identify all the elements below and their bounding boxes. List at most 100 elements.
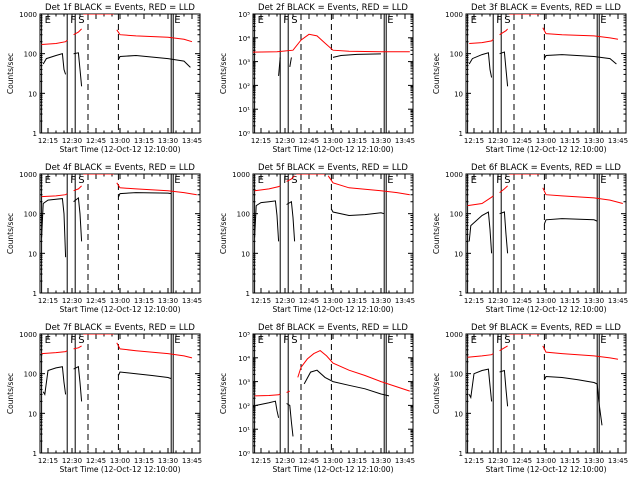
marker-label: S [504,15,510,26]
x-tick-label: 13:45 [182,457,202,465]
y-tick-label: 1 [246,290,250,298]
lld-series-line [116,29,193,43]
y-tick-label: 10⁵ [238,331,250,339]
x-tick-label: 12:30 [488,137,508,145]
events-series-line [499,211,509,254]
x-tick-label: 13:00 [536,137,556,145]
x-tick-label: 12:15 [464,297,484,305]
y-tick-label: 1 [459,450,463,458]
lld-series-line [542,187,623,204]
y-tick-label: 10⁴ [238,355,250,363]
marker-label: E [174,15,180,26]
y-tick-label: 1 [459,290,463,298]
x-tick-label: 12:30 [62,297,82,305]
x-axis-label: Start Time (12-Oct-12 12:10:00) [485,465,606,474]
marker-label: S [78,15,84,26]
x-tick-label: 13:30 [158,457,178,465]
x-tick-label: 13:30 [371,457,391,465]
panel-title: Det 3f BLACK = Events, RED = LLD [471,3,621,13]
y-axis-label: Counts/sec [432,373,441,414]
panel-title: Det 1f BLACK = Events, RED = LLD [45,3,195,13]
marker-label: S [78,175,84,186]
x-tick-label: 13:45 [608,137,628,145]
lld-series-line [467,195,494,207]
events-series-line [468,211,493,254]
series-group [254,174,410,242]
events-series-line [543,218,598,225]
lld-series-line [542,345,619,360]
y-tick-label: 100 [237,211,250,219]
x-tick-label: 13:30 [584,297,604,305]
y-tick-label: 10 [28,90,37,98]
x-tick-label: 13:15 [347,457,367,465]
lld-series-line [253,33,410,53]
lld-series-line [499,28,508,36]
lld-series-line [499,185,508,193]
x-tick-label: 13:00 [110,457,130,465]
events-series-line [330,208,385,217]
y-tick-label: 100 [24,51,37,59]
x-tick-label: 12:45 [86,457,106,465]
x-tick-label: 12:30 [488,457,508,465]
y-tick-label: 10³ [238,59,250,67]
events-series-line [117,371,172,380]
panel-title: Det 2f BLACK = Events, RED = LLD [258,3,408,13]
marker-label: E [258,175,264,186]
marker-label: S [291,335,297,346]
x-tick-label: 13:30 [371,137,391,145]
lld-series-line [327,175,410,196]
lld-series-line [467,353,494,358]
x-tick-label: 12:15 [464,457,484,465]
x-axis-label: Start Time (12-Oct-12 12:10:00) [485,305,606,314]
y-tick-label: 1000 [19,171,37,179]
x-tick-label: 12:15 [38,297,58,305]
x-tick-label: 12:15 [251,457,271,465]
panel-title: Det 4f BLACK = Events, RED = LLD [45,163,195,173]
x-tick-label: 13:30 [584,137,604,145]
y-axis-label: Counts/sec [219,213,228,254]
x-axis-label: Start Time (12-Oct-12 12:10:00) [59,305,180,314]
events-series-line [278,57,281,76]
x-tick-label: 13:30 [584,457,604,465]
marker-label: F [496,175,502,186]
events-series-line [73,52,83,87]
y-tick-label: 10 [28,250,37,258]
x-tick-label: 13:45 [395,297,415,305]
x-axis-label: Start Time (12-Oct-12 12:10:00) [59,465,180,474]
plot-frame [39,13,201,134]
lld-series-line [41,350,68,355]
y-tick-label: 10 [454,410,463,418]
panel-det-5f: Det 5f BLACK = Events, RED = LLD 1 10 100 10… [219,163,415,314]
marker-label: F [70,175,76,186]
lld-series-line [297,350,410,392]
y-tick-label: 100 [450,211,463,219]
x-tick-label: 13:00 [323,297,343,305]
y-tick-label: 100 [24,211,37,219]
x-tick-label: 12:45 [299,137,319,145]
x-tick-label: 13:00 [536,457,556,465]
events-series-line [543,375,603,426]
y-tick-label: 10¹ [238,106,250,114]
plot-frame [252,333,414,454]
events-series-line [117,54,191,68]
marker-label: E [471,335,477,346]
events-series-line [332,53,382,58]
y-tick-label: 1 [459,130,463,138]
y-tick-label: 10 [454,250,463,258]
x-axis-label: Start Time (12-Oct-12 12:10:00) [272,465,393,474]
x-tick-label: 12:15 [251,137,271,145]
events-series-line [73,196,83,242]
lld-series-line [254,185,281,192]
x-tick-label: 12:30 [275,457,295,465]
x-tick-label: 13:15 [560,457,580,465]
marker-label: E [258,15,264,26]
series-group [41,334,193,402]
y-tick-label: 10 [28,410,37,418]
series-group [41,174,197,258]
y-axis-label: Counts/sec [219,373,228,414]
y-axis-label: Counts/sec [432,53,441,94]
events-series-line [468,368,493,402]
lld-series-line [116,182,197,196]
y-tick-label: 100 [24,371,37,379]
x-tick-label: 13:45 [182,297,202,305]
